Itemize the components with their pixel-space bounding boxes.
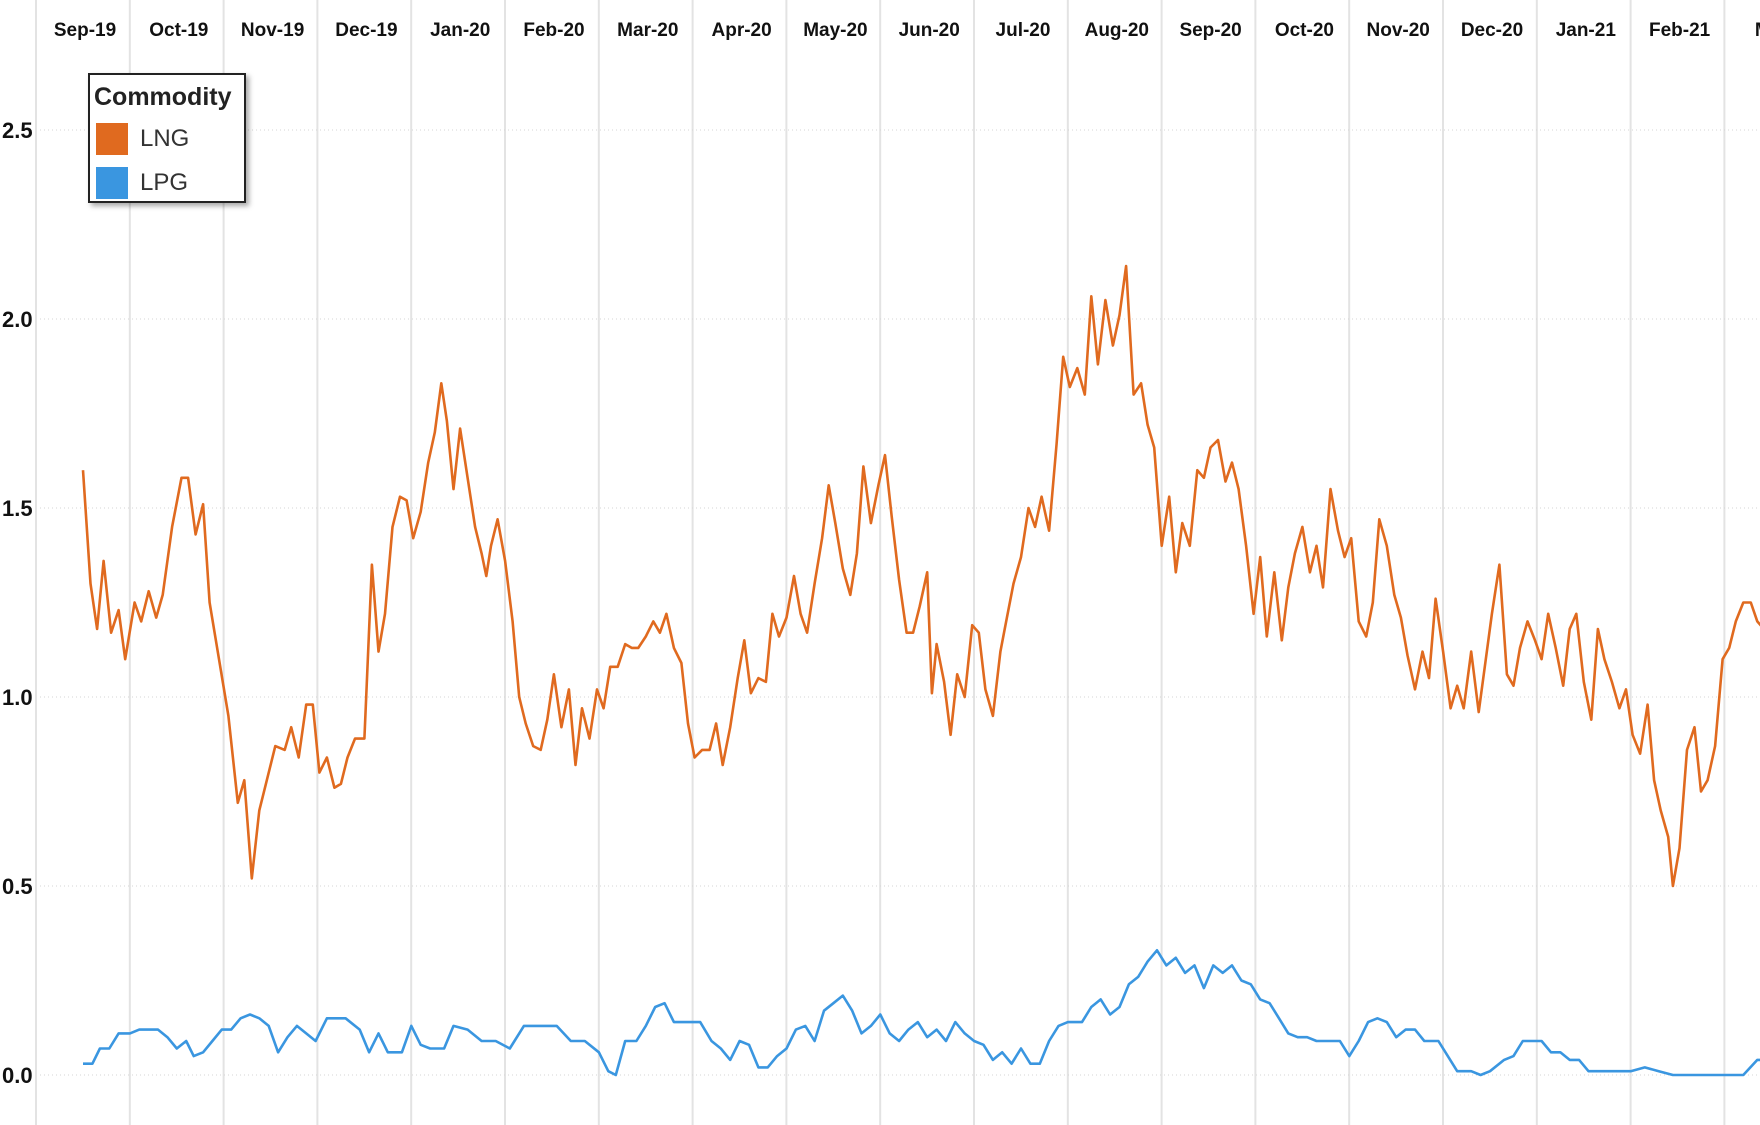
x-tick-label: Jan-21 — [1556, 20, 1617, 41]
x-tick-label: Jul-20 — [996, 20, 1051, 41]
legend-item-lpg: LPG — [96, 166, 188, 200]
series-lines — [81, 264, 1760, 1077]
y-tick-label: 0.5 — [2, 874, 33, 899]
x-tick-label: Sep-19 — [54, 20, 116, 41]
x-tick-label: Ma.. — [1755, 20, 1760, 41]
x-axis: Sep-19 Oct-19 Nov-19 Dec-19 Jan-20 Feb-20 Mar-… — [54, 20, 1760, 41]
legend-label-lng: LNG — [140, 125, 190, 152]
legend-title: Commodity — [94, 83, 232, 111]
x-tick-label: Oct-20 — [1275, 20, 1334, 41]
y-tick-label: 2.5 — [2, 118, 33, 143]
x-tick-label: Feb-20 — [523, 20, 584, 41]
legend: Commodity LNG LPG — [88, 73, 246, 203]
x-tick-label: Nov-20 — [1367, 20, 1430, 41]
x-tick-label: May-20 — [803, 20, 867, 41]
x-tick-label: Apr-20 — [712, 20, 772, 41]
series-line-lpg — [83, 949, 1760, 1077]
x-tick-label: Jan-20 — [430, 20, 490, 41]
y-tick-label: 1.0 — [2, 685, 33, 710]
legend-swatch-lng — [96, 123, 128, 155]
series-line-lng — [81, 264, 1760, 888]
x-tick-label: Aug-20 — [1085, 20, 1149, 41]
x-tick-label: Oct-19 — [149, 20, 208, 41]
x-tick-label: Mar-20 — [617, 20, 678, 41]
x-tick-label: Dec-19 — [335, 20, 397, 41]
grid-lines — [35, 0, 1760, 1125]
x-tick-label: Jun-20 — [899, 20, 960, 41]
legend-swatch-lpg — [96, 167, 128, 199]
y-tick-label: 1.5 — [2, 496, 33, 521]
y-tick-label: 0.0 — [2, 1063, 33, 1088]
x-tick-label: Nov-19 — [241, 20, 304, 41]
legend-item-lng: LNG — [96, 122, 189, 156]
x-tick-label: Feb-21 — [1649, 20, 1711, 41]
x-tick-label: Dec-20 — [1461, 20, 1523, 41]
legend-label-lpg: LPG — [140, 169, 189, 196]
y-tick-label: 2.0 — [2, 307, 33, 332]
x-tick-label: Sep-20 — [1179, 20, 1241, 41]
y-axis: 0.0 0.5 1.0 1.5 2.0 2.5 — [2, 118, 33, 1088]
